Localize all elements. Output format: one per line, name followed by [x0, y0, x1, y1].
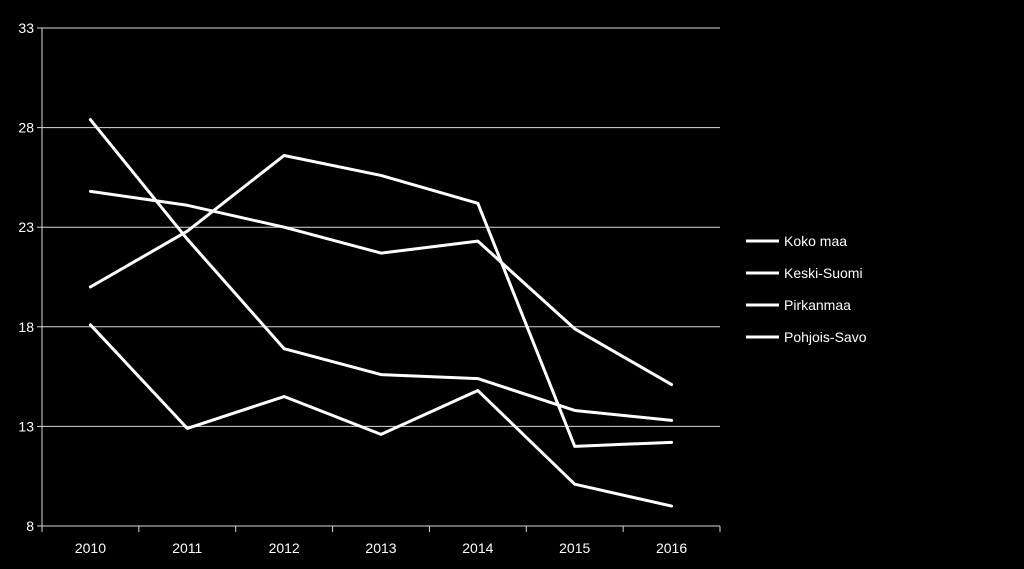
gridlines: [42, 27, 720, 427]
legend-label: Koko maa: [784, 233, 847, 249]
y-tick-label: 28: [18, 120, 34, 136]
legend-label: Pohjois-Savo: [784, 329, 867, 345]
x-tick-label: 2012: [269, 540, 300, 556]
legend-label: Keski-Suomi: [784, 265, 863, 281]
axes: 8 13 18 23 28 33 2010 2011 2012 2013 2014 2015 2016: [18, 20, 721, 556]
y-tick-label: 13: [18, 418, 34, 434]
legend: Koko maa Keski-Suomi Pirkanmaa Pohjois-Savo: [746, 233, 867, 345]
x-tick-label: 2015: [559, 540, 590, 556]
x-tick-label: 2011: [172, 540, 202, 556]
y-tick-label: 23: [18, 219, 34, 235]
series-line-pirkanmaa: [88, 153, 674, 448]
y-tick-label: 18: [18, 319, 34, 335]
x-tick-label: 2013: [365, 540, 396, 556]
series-lines: [88, 118, 674, 508]
y-tick-label: 33: [18, 20, 34, 36]
series-line-keski-suomi: [88, 323, 674, 508]
legend-label: Pirkanmaa: [784, 297, 851, 313]
series-line-koko-maa: [88, 189, 674, 387]
x-tick-label: 2010: [75, 540, 106, 556]
y-tick-label: 8: [26, 518, 34, 534]
x-tick-label: 2014: [462, 540, 493, 556]
x-tick-label: 2016: [656, 540, 687, 556]
series-line-pohjois-savo: [88, 118, 674, 422]
